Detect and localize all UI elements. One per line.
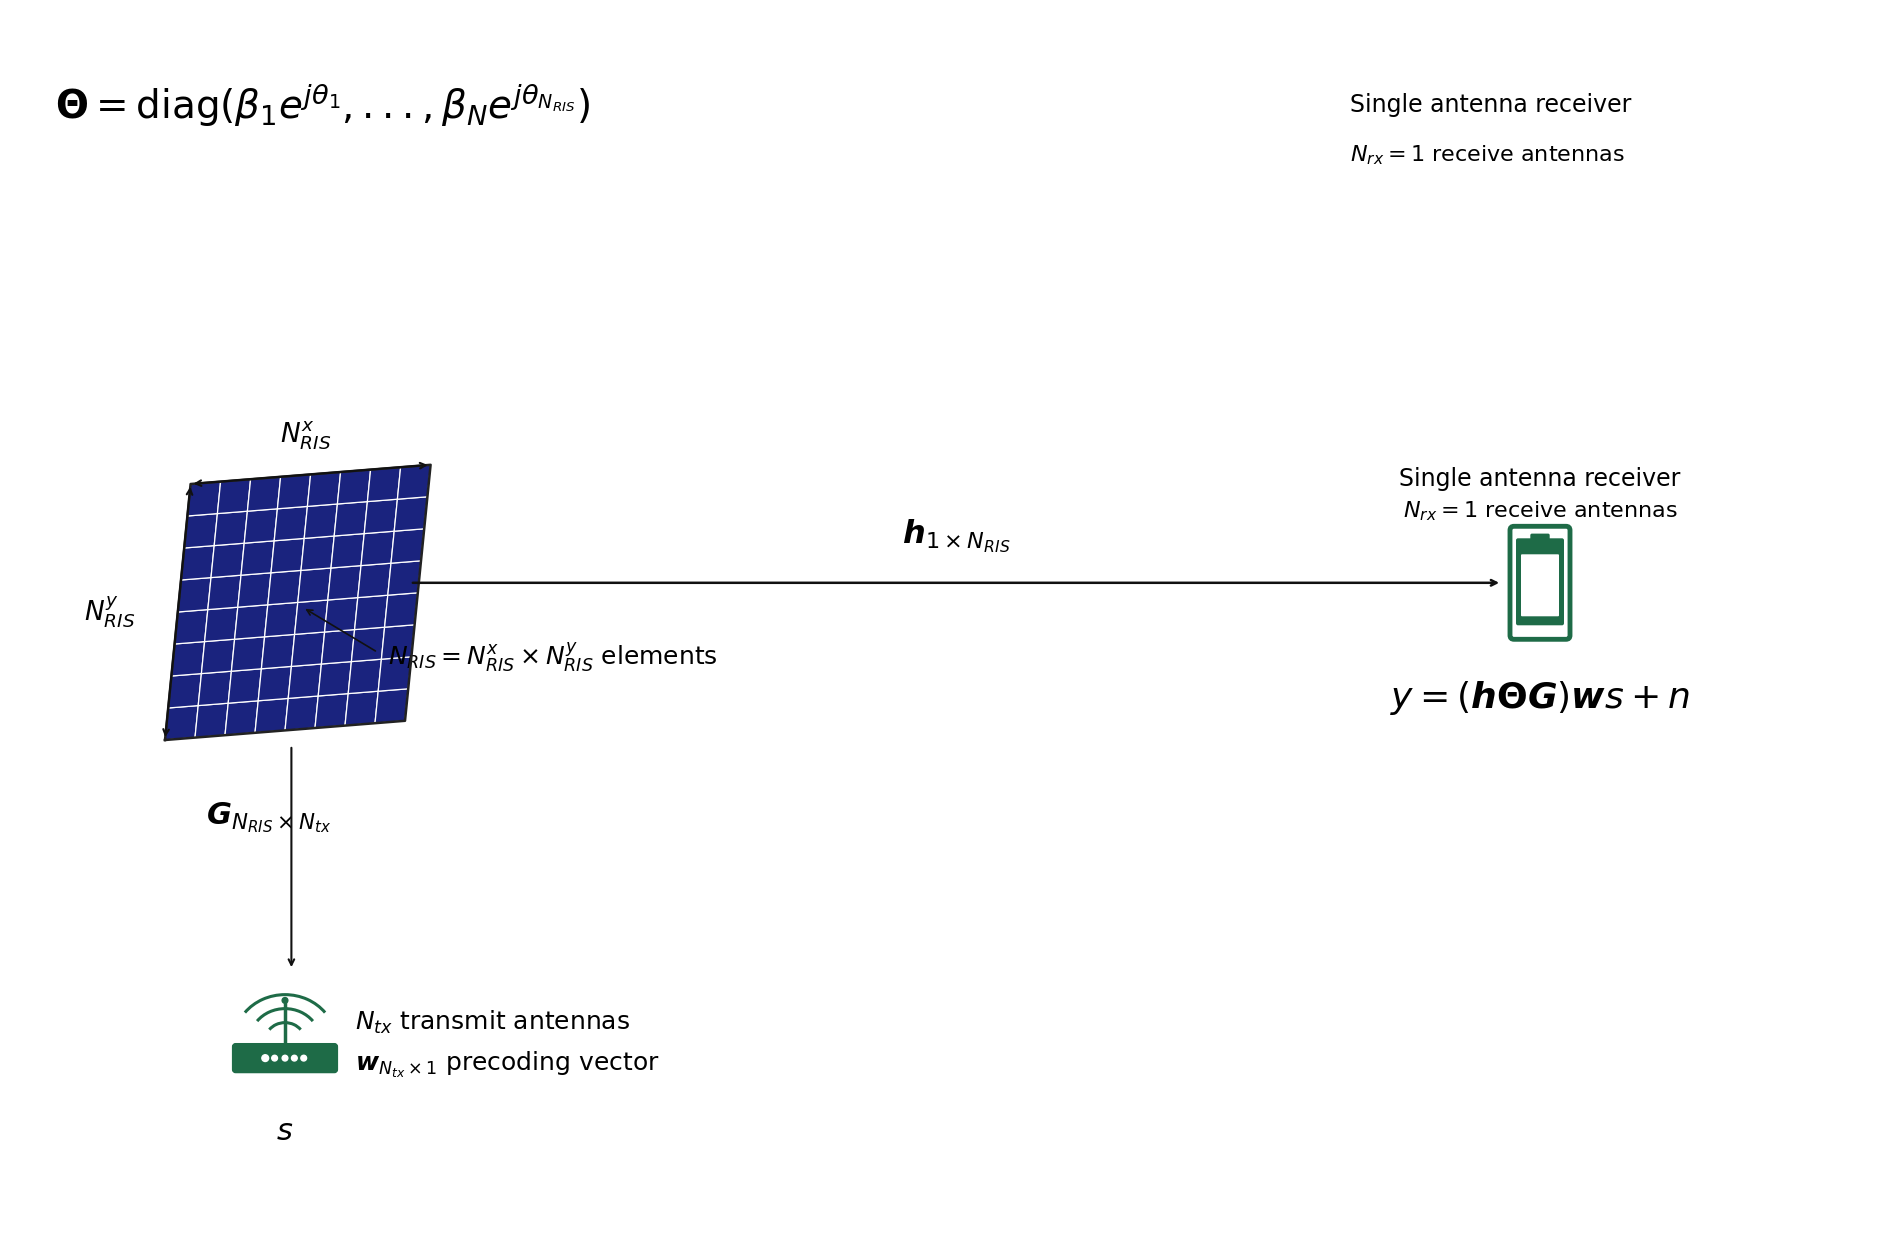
- Polygon shape: [184, 513, 218, 548]
- Polygon shape: [382, 625, 414, 660]
- Polygon shape: [171, 641, 205, 676]
- Text: $N_{rx} = 1$ receive antennas: $N_{rx} = 1$ receive antennas: [1350, 143, 1624, 167]
- Polygon shape: [335, 502, 367, 536]
- Polygon shape: [237, 573, 271, 608]
- Polygon shape: [197, 671, 231, 706]
- Polygon shape: [180, 546, 214, 580]
- Polygon shape: [241, 541, 274, 575]
- Polygon shape: [188, 481, 220, 516]
- Polygon shape: [265, 603, 297, 637]
- Polygon shape: [267, 570, 301, 605]
- Polygon shape: [397, 465, 431, 500]
- Text: $N_{tx}$ transmit antennas: $N_{tx}$ transmit antennas: [355, 1008, 630, 1035]
- Text: $N^x_{RIS}$: $N^x_{RIS}$: [280, 420, 331, 453]
- Polygon shape: [374, 688, 408, 723]
- Polygon shape: [274, 506, 306, 541]
- FancyBboxPatch shape: [1510, 526, 1570, 640]
- Text: $N_{RIS} = N^x_{RIS} \times N^y_{RIS}$ elements: $N_{RIS} = N^x_{RIS} \times N^y_{RIS}$ e…: [387, 641, 716, 675]
- Polygon shape: [231, 637, 265, 671]
- Polygon shape: [248, 477, 280, 511]
- Polygon shape: [331, 533, 365, 568]
- Text: $\boldsymbol{\Theta} = \mathrm{diag}(\beta_1 e^{j\theta_1}, ..., \beta_N e^{j\th: $\boldsymbol{\Theta} = \mathrm{diag}(\be…: [55, 81, 590, 129]
- Circle shape: [282, 997, 288, 1003]
- Polygon shape: [357, 563, 391, 598]
- Polygon shape: [295, 600, 327, 635]
- Polygon shape: [256, 698, 288, 733]
- Polygon shape: [286, 696, 318, 730]
- Polygon shape: [305, 503, 337, 538]
- Circle shape: [271, 1055, 278, 1061]
- Text: $N^y_{RIS}$: $N^y_{RIS}$: [85, 594, 135, 630]
- Polygon shape: [214, 511, 248, 546]
- Polygon shape: [361, 531, 395, 565]
- Text: $\boldsymbol{h}_{1\times N_{RIS}}$: $\boldsymbol{h}_{1\times N_{RIS}}$: [901, 517, 1010, 554]
- Polygon shape: [348, 660, 382, 693]
- Polygon shape: [321, 630, 355, 663]
- Polygon shape: [207, 575, 241, 610]
- Circle shape: [291, 1055, 297, 1061]
- Polygon shape: [227, 668, 261, 703]
- Circle shape: [282, 1055, 288, 1061]
- Polygon shape: [344, 691, 378, 725]
- Polygon shape: [244, 508, 276, 543]
- Polygon shape: [325, 598, 357, 632]
- Text: $\boldsymbol{G}_{N_{RIS}\times N_{tx}}$: $\boldsymbol{G}_{N_{RIS}\times N_{tx}}$: [207, 800, 331, 835]
- Text: $s$: $s$: [276, 1117, 293, 1147]
- Polygon shape: [355, 595, 387, 630]
- FancyBboxPatch shape: [233, 1044, 337, 1073]
- Polygon shape: [179, 578, 211, 613]
- Text: Single antenna receiver: Single antenna receiver: [1350, 93, 1630, 117]
- Polygon shape: [205, 608, 237, 641]
- Polygon shape: [258, 666, 291, 701]
- Polygon shape: [235, 605, 267, 639]
- Polygon shape: [291, 632, 325, 666]
- Polygon shape: [352, 627, 384, 662]
- Polygon shape: [367, 467, 400, 502]
- Text: Single antenna receiver: Single antenna receiver: [1399, 466, 1681, 491]
- Polygon shape: [395, 497, 427, 531]
- Polygon shape: [226, 701, 258, 735]
- Polygon shape: [318, 662, 352, 696]
- FancyBboxPatch shape: [1521, 554, 1559, 616]
- Text: $N_{rx} = 1$ receive antennas: $N_{rx} = 1$ receive antennas: [1402, 500, 1677, 523]
- Polygon shape: [378, 657, 412, 691]
- Polygon shape: [365, 500, 397, 533]
- Polygon shape: [301, 536, 335, 570]
- Polygon shape: [327, 565, 361, 600]
- Polygon shape: [314, 693, 348, 728]
- Polygon shape: [271, 538, 305, 573]
- Polygon shape: [165, 706, 197, 740]
- Text: $\boldsymbol{w}_{N_{tx}\times 1}$ precoding vector: $\boldsymbol{w}_{N_{tx}\times 1}$ precod…: [355, 1050, 660, 1080]
- Polygon shape: [218, 479, 250, 513]
- Polygon shape: [306, 472, 340, 506]
- Polygon shape: [201, 639, 235, 673]
- Polygon shape: [288, 663, 321, 698]
- Polygon shape: [297, 568, 331, 603]
- Polygon shape: [167, 673, 201, 708]
- Polygon shape: [276, 475, 310, 508]
- Polygon shape: [261, 635, 295, 668]
- Polygon shape: [175, 610, 207, 644]
- FancyBboxPatch shape: [1515, 538, 1562, 625]
- Circle shape: [261, 1055, 269, 1061]
- FancyBboxPatch shape: [1530, 534, 1547, 542]
- Polygon shape: [387, 560, 421, 595]
- Polygon shape: [391, 528, 425, 563]
- Text: $y = (\boldsymbol{h}\boldsymbol{\Theta}\boldsymbol{G})\boldsymbol{w}s + n$: $y = (\boldsymbol{h}\boldsymbol{\Theta}\…: [1389, 678, 1688, 717]
- Polygon shape: [211, 543, 244, 578]
- Polygon shape: [337, 470, 370, 503]
- Circle shape: [301, 1055, 306, 1061]
- Polygon shape: [384, 593, 417, 627]
- Polygon shape: [196, 703, 227, 738]
